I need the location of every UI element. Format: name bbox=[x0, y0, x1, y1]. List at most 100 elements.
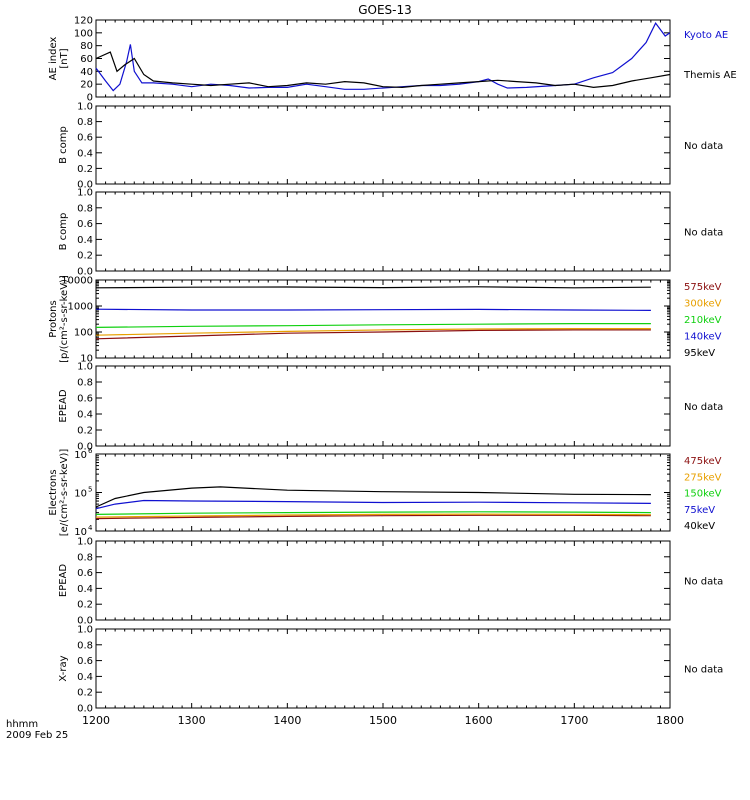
legend-label-210kev: 210keV bbox=[684, 315, 722, 326]
legend-label-75kev: 75keV bbox=[684, 505, 715, 516]
no-data-label: No data bbox=[684, 577, 723, 588]
y-tick-label: 120 bbox=[74, 16, 93, 27]
x-tick-label: 1200 bbox=[82, 714, 110, 727]
y-tick-label: 0.4 bbox=[77, 672, 93, 683]
panel-4: 10 100 1000 10000 Protons [p/(cm²-s-sr-keV)] 5… bbox=[48, 275, 722, 364]
y-axis-label: B comp bbox=[58, 126, 69, 164]
y-tick-label: 0.6 bbox=[77, 656, 93, 667]
y-tick-label: 0.0 bbox=[77, 616, 93, 627]
y-tick-label: 10 bbox=[74, 489, 87, 500]
y-tick-label: 0.0 bbox=[77, 704, 93, 715]
panel-frame bbox=[95, 453, 671, 532]
y-tick-label: 0.2 bbox=[77, 600, 93, 611]
series-line-210kev bbox=[95, 323, 651, 328]
y-tick-label: 10000 bbox=[61, 276, 93, 287]
series-line-575kev bbox=[95, 329, 651, 340]
series-line-140kev bbox=[95, 308, 651, 311]
series-line-150kev bbox=[95, 511, 651, 515]
y-tick-label: 80 bbox=[80, 41, 93, 52]
y-tick-label: 1.0 bbox=[77, 188, 93, 199]
legend-label-150kev: 150keV bbox=[684, 489, 722, 500]
panel-7: 0.0 0.2 0.4 0.6 0.8 1.0 EPEAD No data bbox=[58, 537, 723, 627]
panel-3: 0.0 0.2 0.4 0.6 0.8 1.0 B comp No data bbox=[58, 188, 723, 278]
series-line-300kev bbox=[95, 328, 651, 336]
y-tick-label: 1000 bbox=[68, 302, 93, 313]
y-tick-label: 1.0 bbox=[77, 625, 93, 636]
y-axis-label: Electrons bbox=[48, 469, 59, 515]
legend-label-300kev: 300keV bbox=[684, 299, 722, 310]
y-tick-label: 100 bbox=[74, 328, 93, 339]
x-tick-label: 1500 bbox=[369, 714, 397, 727]
y-axis-label: EPEAD bbox=[58, 564, 69, 598]
y-tick-label: 0 bbox=[87, 93, 93, 104]
y-tick-label: 0.2 bbox=[77, 164, 93, 175]
panel-frame bbox=[95, 191, 671, 272]
panel-frame bbox=[95, 365, 671, 447]
series-line-themis-ae bbox=[95, 51, 671, 89]
y-tick-exponent: 4 bbox=[88, 524, 93, 532]
panel-frame bbox=[95, 105, 671, 185]
legend-label-140kev: 140keV bbox=[684, 332, 722, 343]
panel-2: 0.0 0.2 0.4 0.6 0.8 1.0 B comp No data bbox=[58, 102, 723, 191]
no-data-label: No data bbox=[684, 665, 723, 676]
x-tick-label: 1800 bbox=[656, 714, 684, 727]
series-line-475kev bbox=[95, 514, 651, 520]
series-line-95kev bbox=[95, 286, 651, 289]
y-tick-label: 10 bbox=[74, 527, 87, 538]
legend-label-575kev: 575keV bbox=[684, 282, 722, 293]
x-tick-label: 1400 bbox=[273, 714, 301, 727]
y-tick-label: 60 bbox=[80, 54, 93, 65]
y-tick-label: 0.0 bbox=[77, 442, 93, 453]
series-line-75kev bbox=[95, 499, 651, 510]
time-axis-label-hhmm: hhmm bbox=[6, 719, 38, 730]
y-tick-label: 0.6 bbox=[77, 219, 93, 230]
y-tick-label: 0.2 bbox=[77, 688, 93, 699]
y-tick-label: 0.4 bbox=[77, 584, 93, 595]
y-tick-label: 0.8 bbox=[77, 552, 93, 563]
y-tick-label: 0.8 bbox=[77, 117, 93, 128]
y-axis-label: EPEAD bbox=[58, 389, 69, 423]
y-tick-label: 0.4 bbox=[77, 148, 93, 159]
y-axis-units-label: [p/(cm²-s-sr-keV)] bbox=[59, 275, 70, 363]
legend-label-275kev: 275keV bbox=[684, 472, 722, 483]
panel-8: 0.0 0.2 0.4 0.6 0.8 1.0 X-ray No data bbox=[58, 625, 723, 715]
x-tick-label: 1300 bbox=[178, 714, 206, 727]
y-tick-exponent: 5 bbox=[88, 486, 92, 494]
y-tick-label: 0.2 bbox=[77, 251, 93, 262]
y-tick-label: 0.4 bbox=[77, 235, 93, 246]
legend-label-95kev: 95keV bbox=[684, 348, 715, 359]
y-tick-label: 1.0 bbox=[77, 537, 93, 548]
y-tick-label: 20 bbox=[80, 80, 93, 91]
series-line-275kev bbox=[95, 513, 651, 518]
legend-label-kyoto-ae: Kyoto AE bbox=[684, 30, 728, 41]
x-tick-label: 1700 bbox=[560, 714, 588, 727]
panel-frame bbox=[95, 279, 671, 359]
y-tick-label: 0.6 bbox=[77, 133, 93, 144]
y-tick-label: 0.0 bbox=[77, 180, 93, 191]
y-tick-label: 40 bbox=[80, 67, 93, 78]
y-tick-exponent: 6 bbox=[88, 447, 93, 455]
y-tick-label: 0.8 bbox=[77, 378, 93, 389]
y-tick-label: 0.2 bbox=[77, 426, 93, 437]
y-axis-label: AE index bbox=[48, 37, 59, 81]
legend-label-40kev: 40keV bbox=[684, 521, 715, 532]
no-data-label: No data bbox=[684, 141, 723, 152]
panel-5: 0.0 0.2 0.4 0.6 0.8 1.0 EPEAD No data bbox=[58, 362, 723, 453]
y-tick-label: 100 bbox=[74, 28, 93, 39]
y-tick-label: 0.8 bbox=[77, 640, 93, 651]
legend-label-475kev: 475keV bbox=[684, 456, 722, 467]
y-tick-label: 0.0 bbox=[77, 267, 93, 278]
no-data-label: No data bbox=[684, 228, 723, 239]
legend-label-themis-ae: Themis AE bbox=[683, 70, 737, 81]
y-axis-units-label: [e/(cm²-s-sr-keV)] bbox=[59, 449, 70, 537]
figure-title: GOES-13 bbox=[358, 3, 412, 17]
y-axis-label: Protons bbox=[48, 300, 59, 337]
y-tick-label: 0.8 bbox=[77, 203, 93, 214]
series-line-40kev bbox=[95, 486, 651, 508]
y-axis-label: X-ray bbox=[58, 655, 69, 681]
panel-frame bbox=[95, 628, 671, 709]
